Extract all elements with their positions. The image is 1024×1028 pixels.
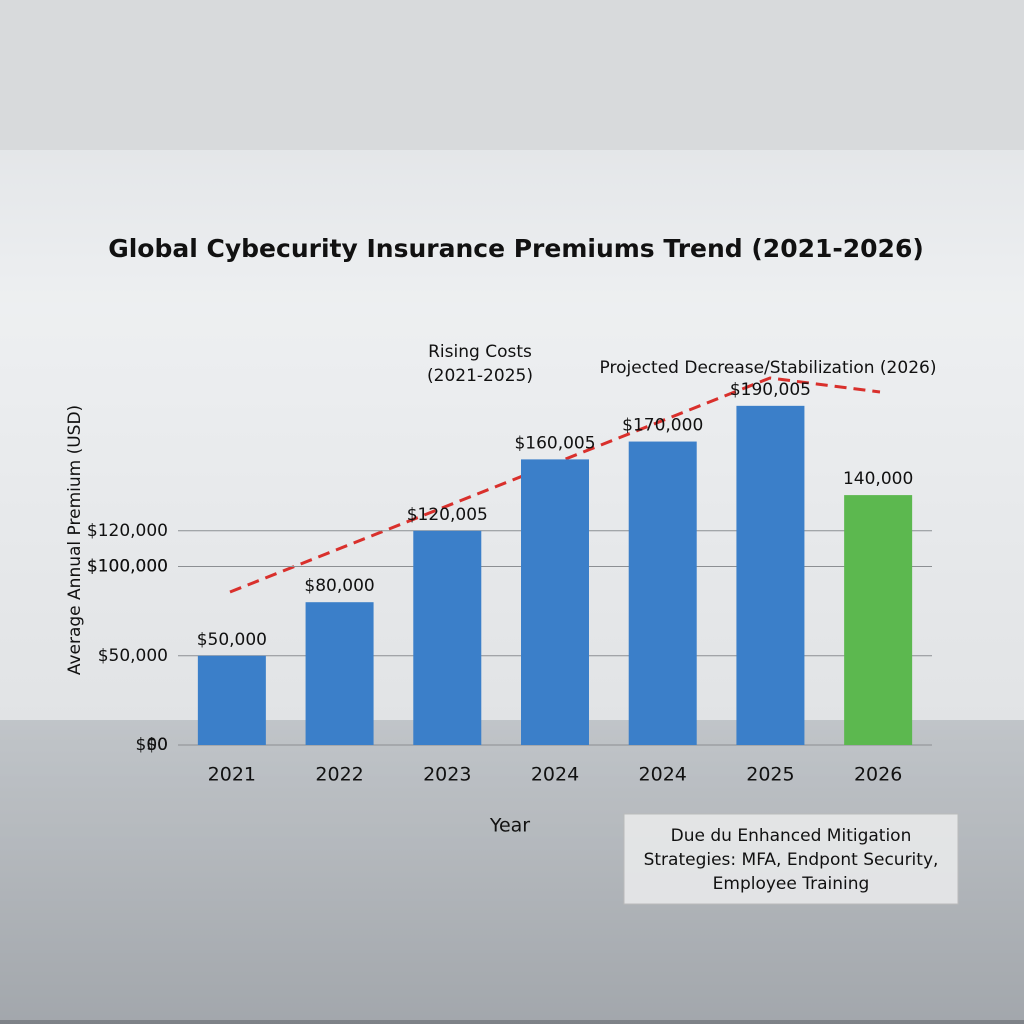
x-tick-label: 2022 (315, 764, 363, 786)
data-label: $80,000 (304, 576, 374, 596)
ceiling (0, 0, 1024, 150)
note-box (623, 813, 959, 905)
bar (844, 495, 913, 745)
bar (736, 405, 805, 745)
chart-title: Global Cybecurity Insurance Premiums Tre… (108, 234, 924, 263)
note-text: Employee Training (713, 874, 870, 894)
trend-line (229, 376, 881, 594)
y-tick-label: $100,000 (87, 557, 168, 577)
data-label: $50,000 (197, 630, 267, 650)
data-label: 140,000 (843, 469, 913, 489)
x-axis-label: Year (489, 815, 530, 837)
y-tick-label: $00 (136, 735, 168, 755)
x-tick-label: 2023 (423, 764, 471, 786)
bar (521, 459, 589, 745)
y-axis-label: Average Annual Premium (USD) (65, 405, 85, 675)
annotation: (2021-2025) (427, 366, 533, 386)
data-label: $170,000 (622, 416, 703, 436)
data-label: $160,005 (514, 433, 595, 453)
bar (197, 655, 266, 745)
data-label: $120,005 (407, 505, 488, 525)
y-tick-label: $120,000 (87, 521, 168, 541)
annotation: Rising Costs (428, 342, 532, 362)
bar (305, 602, 374, 745)
bar (413, 530, 482, 745)
x-tick-label: 2026 (854, 764, 902, 786)
note-text: Due du Enhanced Mitigation (671, 826, 912, 846)
annotation: Projected Decrease/Stabilization (2026) (600, 358, 937, 378)
y-tick-label: $0 (146, 735, 168, 755)
y-tick-label: $100,000 (87, 557, 168, 577)
bar (628, 441, 697, 745)
y-tick-label: $50,000 (98, 646, 168, 666)
note-text: Strategies: MFA, Endpont Security, (644, 850, 939, 870)
x-tick-label: 2021 (208, 764, 256, 786)
x-tick-label: 2024 (639, 764, 687, 786)
x-tick-label: 2024 (531, 764, 579, 786)
data-label: $190,005 (730, 380, 811, 400)
x-tick-label: 2025 (746, 764, 794, 786)
